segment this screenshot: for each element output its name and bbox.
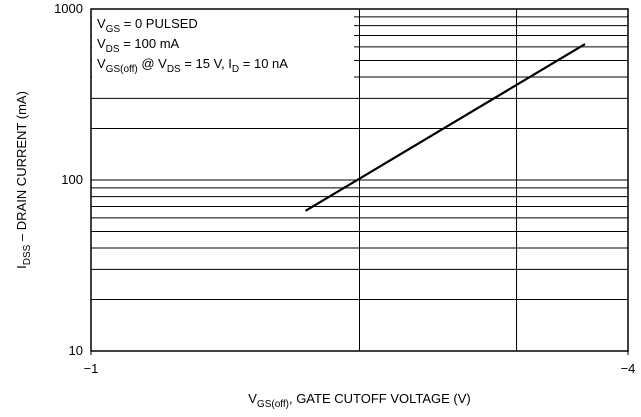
text-part: V <box>248 391 257 406</box>
annotation: VDS = 100 mA <box>97 36 180 55</box>
legend-box <box>92 10 354 80</box>
text-part: – DRAIN CURRENT (mA) <box>14 91 29 245</box>
text-part: , GATE CUTOFF VOLTAGE (V) <box>289 391 471 406</box>
subscript: GS <box>106 24 121 35</box>
y-tick-label: 100 <box>61 172 83 187</box>
text-part: = 0 PULSED <box>120 16 198 31</box>
y-axis-label: IDSS – DRAIN CURRENT (mA) <box>14 91 33 269</box>
subscript: DSS <box>22 244 33 265</box>
subscript: GS(off) <box>257 399 289 410</box>
subscript: DS <box>106 44 120 55</box>
data-line <box>304 43 586 212</box>
text-part: = 10 nA <box>239 56 288 71</box>
annotation: VGS = 0 PULSED <box>97 16 198 35</box>
y-tick-label: 1000 <box>54 1 83 16</box>
text-part: = 100 mA <box>120 36 180 51</box>
subscript: GS(off) <box>106 64 138 75</box>
text-part: V <box>97 36 106 51</box>
x-tick-label: −4 <box>621 361 636 376</box>
text-part: = 15 V, I <box>181 56 232 71</box>
subscript: DS <box>167 64 181 75</box>
text-part: @ V <box>138 56 167 71</box>
subscript: D <box>232 64 239 75</box>
x-axis-label: VGS(off), GATE CUTOFF VOLTAGE (V) <box>248 391 471 410</box>
y-tick-label: 10 <box>69 343 83 358</box>
x-tick-label: −1 <box>84 361 99 376</box>
plot-frame <box>90 8 629 352</box>
text-part: I <box>14 265 29 269</box>
annotation: VGS(off) @ VDS = 15 V, ID = 10 nA <box>97 56 288 75</box>
text-part: V <box>97 16 106 31</box>
text-part: V <box>97 56 106 71</box>
